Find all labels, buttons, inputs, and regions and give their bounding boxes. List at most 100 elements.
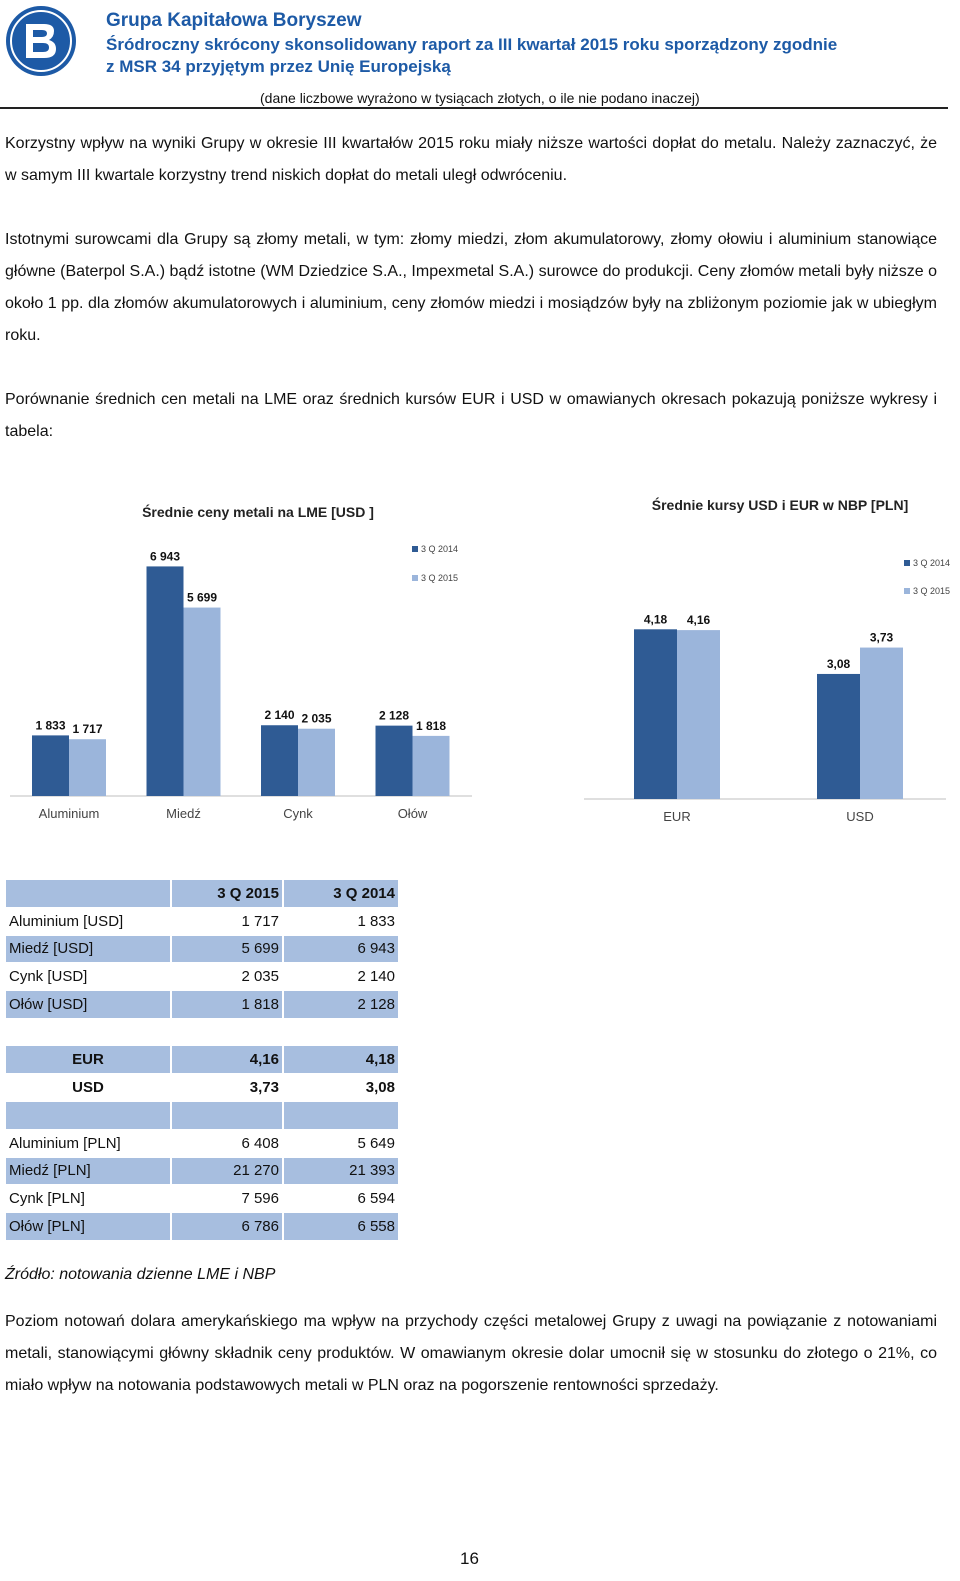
table-spacer-row — [6, 1102, 400, 1130]
legend-label: 3 Q 2014 — [913, 558, 950, 568]
table-cell: 21 270 — [172, 1157, 284, 1186]
table-cell: Aluminium [PLN] — [6, 1129, 172, 1158]
category-label: Aluminium — [39, 806, 100, 821]
table-exchange-rates: EUR 4,16 4,18 USD 3,73 3,08 — [6, 1046, 400, 1102]
table-cell: 2 128 — [284, 991, 400, 1019]
table-cell: 2 035 — [172, 963, 284, 992]
table-cell — [284, 1102, 400, 1130]
chart-title: Średnie kursy USD i EUR w NBP [PLN] — [652, 496, 908, 513]
table-cell: 6 594 — [284, 1185, 400, 1214]
table-header-row: 3 Q 2015 3 Q 2014 — [6, 880, 400, 908]
legend-swatch — [904, 588, 910, 594]
report-title: Śródroczny skrócony skonsolidowany rapor… — [106, 34, 837, 78]
table-row: EUR 4,16 4,18 — [6, 1046, 400, 1074]
report-title-line2: z MSR 34 przyjętym przez Unię Europejską — [106, 57, 451, 76]
boryszew-logo — [6, 6, 76, 76]
data-label: 2 128 — [379, 709, 409, 723]
bar — [817, 673, 860, 799]
table-cell: 6 408 — [172, 1129, 284, 1158]
chart-metal-prices: Średnie ceny metali na LME [USD ] 3 Q 201… — [10, 503, 472, 821]
table-cell: 4,18 — [284, 1046, 400, 1074]
table-row: USD 3,73 3,08 — [6, 1073, 400, 1102]
table-cell: 1 818 — [172, 991, 284, 1019]
table-row: Ołów [USD] 1 818 2 128 — [6, 991, 400, 1019]
paragraph-metal-surcharge: Korzystny wpływ na wyniki Grupy w okresi… — [5, 135, 937, 184]
legend-label: 3 Q 2015 — [421, 573, 458, 583]
legend-swatch — [904, 560, 910, 566]
table-row: Cynk [USD] 2 035 2 140 — [6, 963, 400, 992]
bar — [634, 629, 677, 799]
table-cell — [6, 1102, 172, 1130]
table-cell: 5 649 — [284, 1129, 400, 1158]
table-cell: Ołów [USD] — [6, 991, 172, 1019]
table-metal-prices-usd: 3 Q 2015 3 Q 2014 Aluminium [USD] 1 717 … — [6, 880, 400, 1019]
table-header-cell — [6, 880, 172, 908]
category-label: Ołów — [398, 806, 428, 821]
category-label: USD — [846, 809, 873, 824]
legend-swatch — [412, 575, 418, 581]
table-row: Miedź [PLN] 21 270 21 393 — [6, 1157, 400, 1186]
bar — [860, 647, 903, 799]
table-cell: Ołów [PLN] — [6, 1213, 172, 1241]
header-divider — [0, 107, 948, 109]
table-cell: Miedź [USD] — [6, 935, 172, 964]
table-cell: EUR — [6, 1046, 172, 1074]
data-label: 6 943 — [150, 549, 180, 563]
table-cell: Miedź [PLN] — [6, 1157, 172, 1186]
table-row: Cynk [PLN] 7 596 6 594 — [6, 1185, 400, 1214]
data-label: 2 140 — [264, 708, 294, 722]
bar — [183, 607, 221, 796]
table-cell: 1 717 — [172, 907, 284, 936]
data-label: 4,16 — [687, 613, 711, 627]
bar — [261, 725, 298, 796]
data-label: 5 699 — [187, 591, 217, 605]
bar — [375, 725, 413, 796]
chart-exchange-rates: Średnie kursy USD i EUR w NBP [PLN] 3 Q 2… — [584, 496, 950, 824]
table-cell: 6 786 — [172, 1213, 284, 1241]
paragraph-comparison-intro: Porównanie średnich cen metali na LME or… — [5, 391, 937, 440]
data-label: 4,18 — [644, 612, 668, 626]
data-label: 3,73 — [870, 631, 894, 645]
report-title-line1: Śródroczny skrócony skonsolidowany rapor… — [106, 35, 838, 54]
legend-swatch — [412, 546, 418, 552]
category-label: EUR — [663, 809, 690, 824]
table-header-cell: 3 Q 2014 — [284, 880, 400, 908]
chart-title: Średnie ceny metali na LME [USD ] — [142, 503, 374, 520]
table-row: Aluminium [USD] 1 717 1 833 — [6, 907, 400, 936]
page-number: 16 — [460, 1549, 479, 1568]
table-cell: USD — [6, 1073, 172, 1102]
table-cell: Cynk [USD] — [6, 963, 172, 992]
data-label: 1 717 — [72, 722, 102, 736]
table-cell — [172, 1102, 284, 1130]
data-label: 1 833 — [35, 718, 65, 732]
table-cell: 1 833 — [284, 907, 400, 936]
table-cell: 7 596 — [172, 1185, 284, 1214]
units-note: (dane liczbowe wyrażono w tysiącach złot… — [260, 90, 700, 106]
legend-label: 3 Q 2015 — [913, 586, 950, 596]
data-label: 3,08 — [827, 657, 851, 671]
company-name: Grupa Kapitałowa Boryszew — [106, 10, 362, 31]
table-row: Miedź [USD] 5 699 6 943 — [6, 935, 400, 964]
category-label: Miedź — [166, 806, 201, 821]
data-label: 2 035 — [301, 712, 331, 726]
table-metal-prices-pln: Aluminium [PLN] 6 408 5 649 Miedź [PLN] … — [6, 1102, 400, 1241]
table-cell: 3,08 — [284, 1073, 400, 1102]
legend-label: 3 Q 2014 — [421, 544, 458, 554]
table-cell: 3,73 — [172, 1073, 284, 1102]
bar — [146, 566, 184, 796]
data-source-note: Źródło: notowania dzienne LME i NBP — [5, 1266, 276, 1283]
table-cell: 6 558 — [284, 1213, 400, 1241]
table-cell: 21 393 — [284, 1157, 400, 1186]
data-label: 1 818 — [416, 719, 446, 733]
bar — [412, 735, 450, 796]
bar — [298, 728, 335, 796]
table-cell: 4,16 — [172, 1046, 284, 1074]
table-cell: 6 943 — [284, 935, 400, 964]
table-cell: Cynk [PLN] — [6, 1185, 172, 1214]
table-cell: Aluminium [USD] — [6, 907, 172, 936]
paragraph-usd-impact: Poziom notowań dolara amerykańskiego ma … — [5, 1313, 937, 1394]
bar — [677, 630, 720, 799]
table-cell: 5 699 — [172, 935, 284, 964]
table-row: Aluminium [PLN] 6 408 5 649 — [6, 1129, 400, 1158]
bar — [32, 735, 69, 796]
